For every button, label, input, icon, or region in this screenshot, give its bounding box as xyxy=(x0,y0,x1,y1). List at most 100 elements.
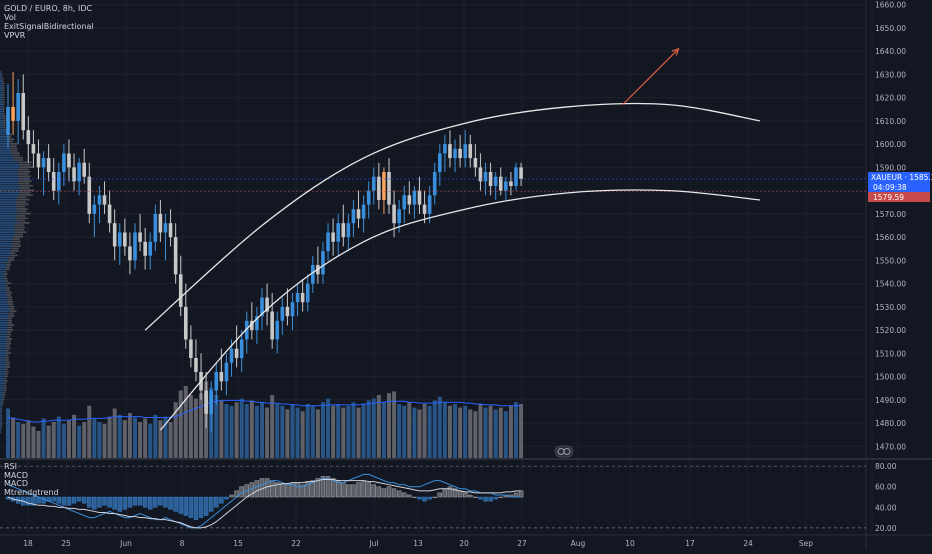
legend-indicator-vpvr[interactable]: VPVR xyxy=(4,31,94,40)
candle[interactable] xyxy=(474,144,478,177)
candle[interactable] xyxy=(159,200,163,242)
vpvr-bar xyxy=(0,271,4,273)
candle[interactable] xyxy=(362,195,366,232)
candle[interactable] xyxy=(458,135,462,168)
scroll-to-realtime-button[interactable] xyxy=(555,446,573,457)
candle[interactable] xyxy=(133,223,137,269)
candle[interactable] xyxy=(245,312,249,354)
macd-hist-bar xyxy=(255,481,259,497)
vpvr-bar-down xyxy=(7,264,11,266)
volume-bar xyxy=(433,400,437,458)
candle[interactable] xyxy=(306,274,310,311)
candle[interactable] xyxy=(291,293,295,330)
candle[interactable] xyxy=(382,167,386,213)
candle[interactable] xyxy=(443,135,447,172)
candle[interactable] xyxy=(47,144,51,181)
candle[interactable] xyxy=(16,79,20,144)
candle[interactable] xyxy=(372,167,376,204)
candle[interactable] xyxy=(275,312,279,354)
volume-bar xyxy=(133,418,137,459)
candle[interactable] xyxy=(265,284,269,326)
vpvr-bar xyxy=(0,76,1,78)
candle[interactable] xyxy=(331,219,335,256)
price-axis[interactable]: 1470.001480.001490.001500.001510.001520.… xyxy=(875,1,906,452)
vpvr-bar xyxy=(0,359,5,361)
candle[interactable] xyxy=(250,302,254,339)
candle[interactable] xyxy=(408,181,412,214)
candle[interactable] xyxy=(377,163,381,209)
candle[interactable] xyxy=(194,339,198,381)
candle[interactable] xyxy=(367,181,371,218)
candle[interactable] xyxy=(336,214,340,256)
candle[interactable] xyxy=(169,209,173,246)
candle[interactable] xyxy=(225,353,229,395)
candle[interactable] xyxy=(387,158,391,214)
candle[interactable] xyxy=(108,191,112,233)
candle[interactable] xyxy=(93,195,97,237)
sub-legend-trend[interactable]: Mtrendgtrend xyxy=(4,489,59,498)
candle[interactable] xyxy=(72,153,76,190)
candle[interactable] xyxy=(67,139,71,181)
legend-indicator-vol[interactable]: Vol xyxy=(4,13,94,22)
channel-drawings[interactable] xyxy=(145,49,760,430)
vpvr-bar xyxy=(0,427,1,429)
candle[interactable] xyxy=(468,135,472,168)
candle[interactable] xyxy=(326,223,330,260)
candle[interactable] xyxy=(154,205,158,251)
candle[interactable] xyxy=(138,214,142,251)
candle[interactable] xyxy=(143,228,147,270)
candle[interactable] xyxy=(281,298,285,335)
candle[interactable] xyxy=(189,325,193,367)
candlesticks[interactable] xyxy=(0,72,866,432)
candle[interactable] xyxy=(286,288,290,325)
candle[interactable] xyxy=(37,139,41,179)
candle[interactable] xyxy=(260,288,264,330)
candle[interactable] xyxy=(199,353,203,399)
candle[interactable] xyxy=(174,223,178,283)
candle[interactable] xyxy=(448,130,452,167)
channel-upper-curve[interactable] xyxy=(145,103,760,330)
trend-arrow[interactable] xyxy=(623,49,679,105)
candle[interactable] xyxy=(504,177,508,200)
candle[interactable] xyxy=(32,130,36,167)
candle[interactable] xyxy=(316,246,320,283)
candle[interactable] xyxy=(148,232,152,269)
candle[interactable] xyxy=(311,256,315,293)
vpvr-bar xyxy=(0,234,14,236)
candle[interactable] xyxy=(21,74,25,139)
candle[interactable] xyxy=(347,214,351,251)
candle[interactable] xyxy=(42,151,46,195)
candle[interactable] xyxy=(392,191,396,237)
candle[interactable] xyxy=(103,181,107,214)
vpvr-bar xyxy=(0,250,11,252)
candle[interactable] xyxy=(118,223,122,265)
candle[interactable] xyxy=(128,232,132,274)
candle[interactable] xyxy=(321,242,325,284)
macd-hist-bar xyxy=(62,497,66,505)
symbol-title[interactable]: GOLD / EURO, 8h, IDC xyxy=(4,4,94,13)
candle[interactable] xyxy=(433,163,437,205)
candle[interactable] xyxy=(62,144,66,186)
legend-indicator-exitsignal[interactable]: ExitSignalBidirectional xyxy=(4,22,94,31)
candle[interactable] xyxy=(341,205,345,247)
candle[interactable] xyxy=(113,209,117,260)
candle[interactable] xyxy=(11,72,15,135)
candle[interactable] xyxy=(357,191,361,228)
candle[interactable] xyxy=(438,144,442,186)
candle-body xyxy=(57,172,61,191)
candle[interactable] xyxy=(57,163,61,205)
candle[interactable] xyxy=(494,172,498,200)
price-tick-label: 1620.00 xyxy=(875,94,906,103)
candle[interactable] xyxy=(82,149,86,184)
candle[interactable] xyxy=(352,200,356,237)
candle[interactable] xyxy=(27,116,31,162)
candle[interactable] xyxy=(479,153,483,190)
vpvr-bar-down xyxy=(5,368,8,370)
channel-lower-curve[interactable] xyxy=(160,190,759,430)
candle[interactable] xyxy=(255,307,259,344)
candle[interactable] xyxy=(270,293,274,349)
candle[interactable] xyxy=(77,158,81,195)
